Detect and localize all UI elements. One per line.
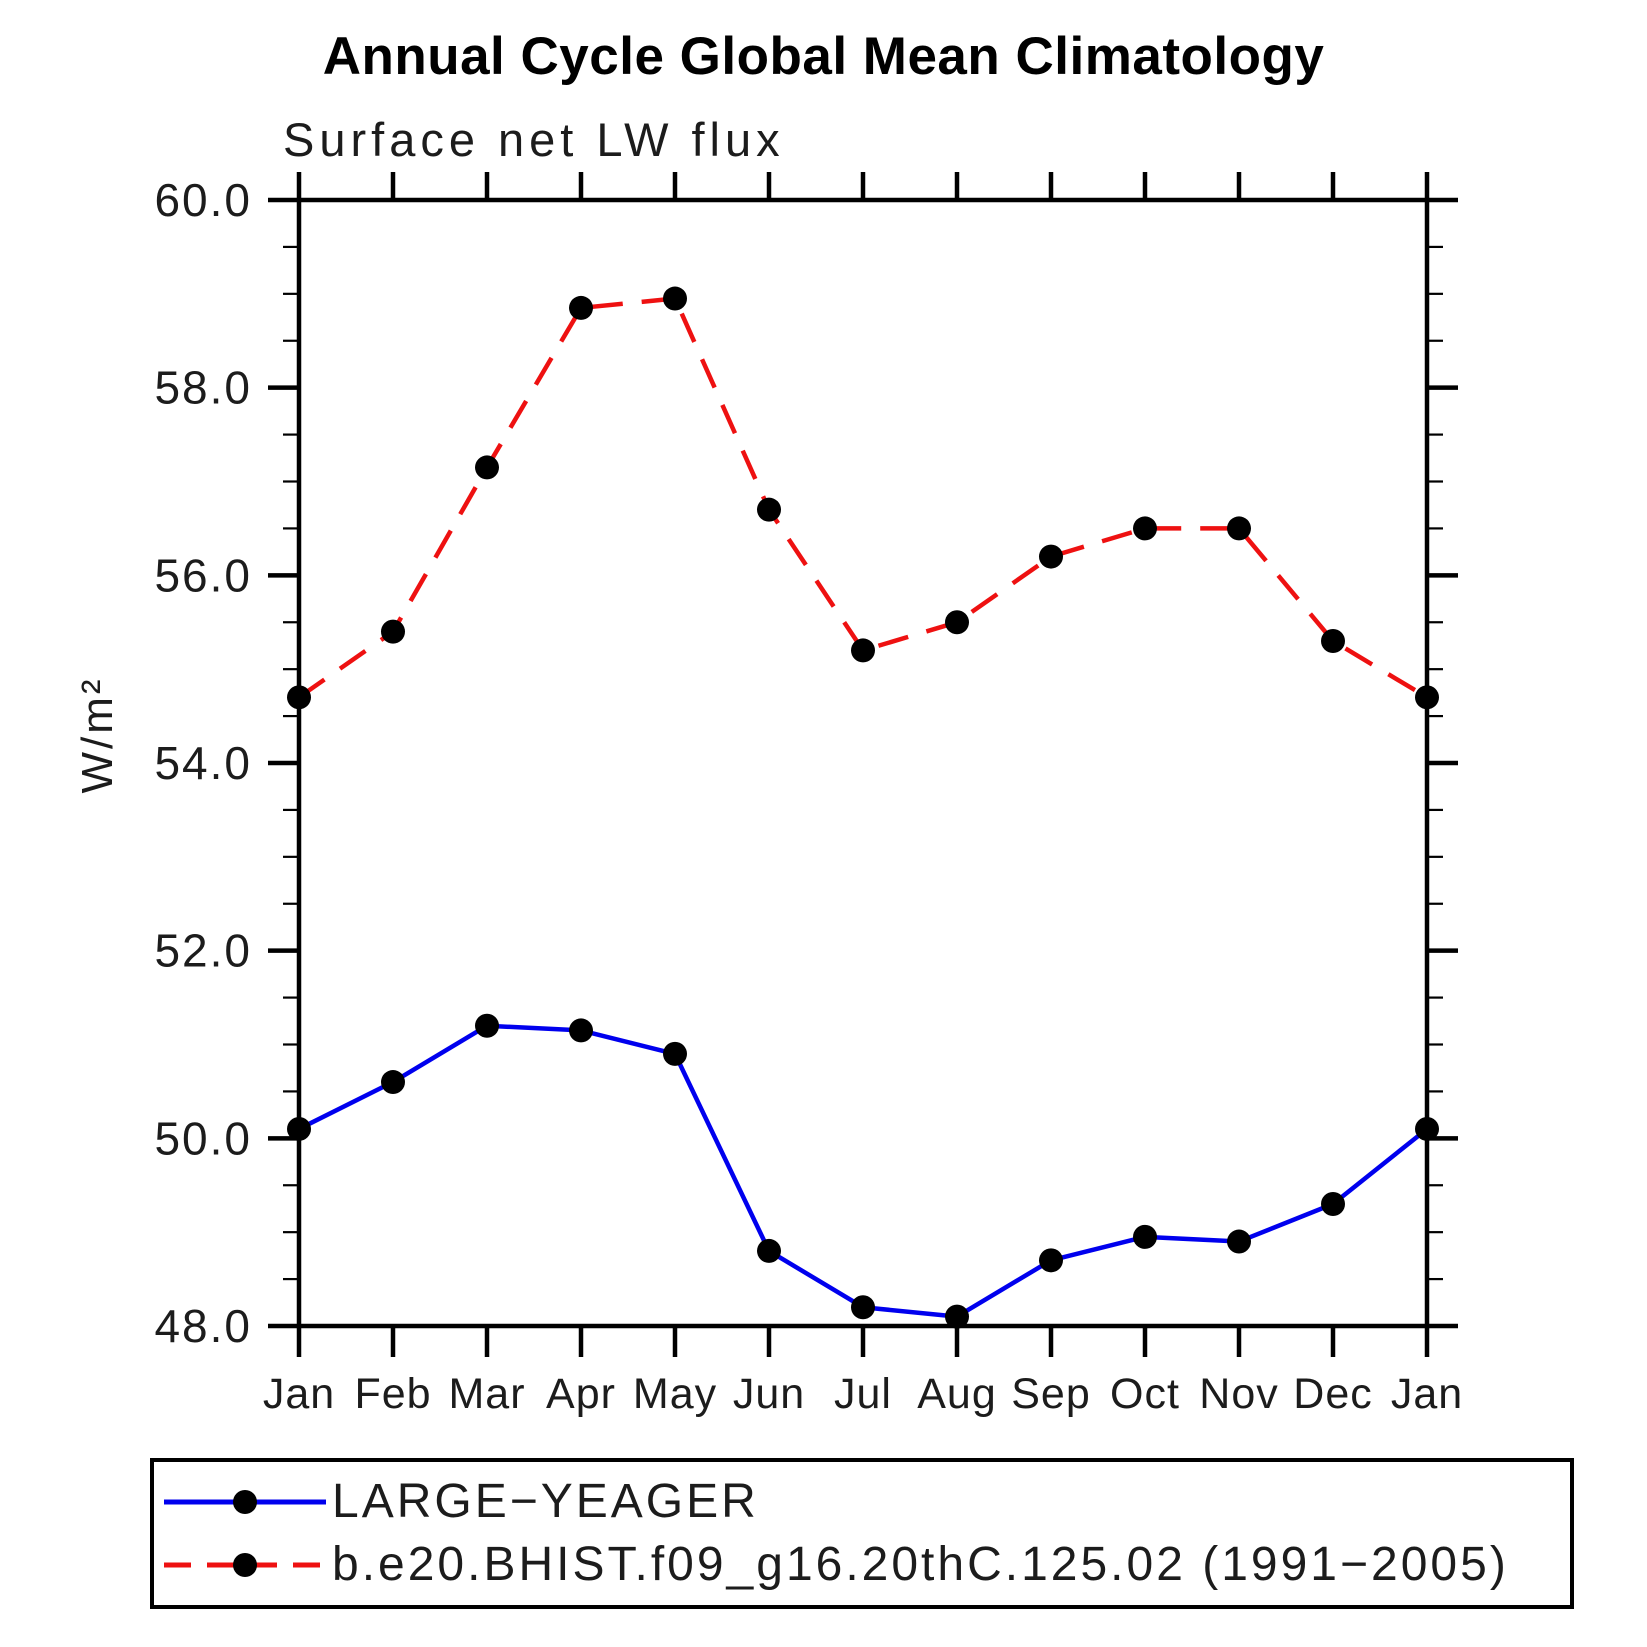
data-point-marker (1133, 1224, 1157, 1249)
legend-line-sample-solid (164, 1489, 326, 1514)
legend-label-model: b.e20.BHIST.f09_g16.20thC.125.02 (1991−2… (332, 1538, 1509, 1592)
data-point-marker (381, 619, 405, 644)
data-point-marker (945, 610, 969, 635)
data-point-marker (1039, 1248, 1063, 1273)
data-point-marker (287, 1116, 311, 1141)
x-tick-label: Oct (1110, 1370, 1180, 1418)
data-point-marker (1227, 516, 1251, 541)
y-tick-label: 48.0 (154, 1300, 252, 1352)
data-point-marker (663, 1041, 687, 1066)
data-point-marker (569, 1018, 593, 1043)
data-point-marker (381, 1070, 405, 1095)
x-tick-label: Nov (1199, 1370, 1278, 1418)
data-point-marker (757, 497, 781, 522)
data-point-marker (851, 1295, 875, 1320)
legend-marker-dot (233, 1553, 257, 1578)
x-tick-label: Jul (834, 1370, 892, 1418)
x-tick-label: Sep (1011, 1370, 1091, 1418)
data-point-marker (757, 1238, 781, 1263)
y-tick-label: 56.0 (154, 549, 252, 601)
x-tick-label: Jan (1391, 1370, 1463, 1418)
chart-subtitle: Surface net LW flux (283, 113, 785, 166)
legend-row-large-yeager: LARGE−YEAGER (160, 1474, 1570, 1528)
data-point-marker (1133, 516, 1157, 541)
data-point-marker (475, 455, 499, 480)
data-point-marker (1321, 1192, 1345, 1217)
x-tick-label: Aug (917, 1370, 997, 1418)
data-point-marker (851, 638, 875, 663)
y-tick-label: 58.0 (154, 362, 252, 414)
y-tick-label: 52.0 (154, 925, 252, 977)
legend-line-sample-dashed (164, 1553, 326, 1578)
data-point-marker (287, 685, 311, 710)
x-tick-label: May (633, 1370, 717, 1418)
series-line-model (297, 296, 1429, 700)
x-tick-label: Jan (263, 1370, 335, 1418)
series-line-large-yeager (297, 1023, 1429, 1319)
data-point-marker (1039, 544, 1063, 569)
data-point-marker (663, 286, 687, 311)
legend-marker-dot (233, 1489, 257, 1514)
x-tick-label: Mar (448, 1370, 525, 1418)
legend-row-model: b.e20.BHIST.f09_g16.20thC.125.02 (1991−2… (160, 1541, 1570, 1589)
legend-label-large-yeager: LARGE−YEAGER (332, 1474, 759, 1528)
y-tick-label: 60.0 (154, 174, 252, 226)
data-point-marker (945, 1304, 969, 1329)
plot-frame (296, 197, 1430, 1329)
y-tick-label: 54.0 (154, 737, 252, 789)
chart-title: Annual Cycle Global Mean Climatology (322, 27, 1325, 86)
data-point-marker (1321, 629, 1345, 654)
x-tick-label: Apr (546, 1370, 616, 1418)
data-point-marker (1415, 685, 1439, 710)
legend-box: LARGE−YEAGER b.e20.BHIST.f09_g16.20thC.1… (150, 1458, 1574, 1609)
data-point-marker (475, 1013, 499, 1038)
data-point-marker (1227, 1229, 1251, 1254)
y-tick-label: 50.0 (154, 1112, 252, 1164)
x-tick-label: Feb (354, 1370, 431, 1418)
x-tick-label: Dec (1293, 1370, 1372, 1418)
data-point-marker (569, 295, 593, 320)
x-tick-label: Jun (733, 1370, 805, 1418)
data-point-marker (1415, 1116, 1439, 1141)
